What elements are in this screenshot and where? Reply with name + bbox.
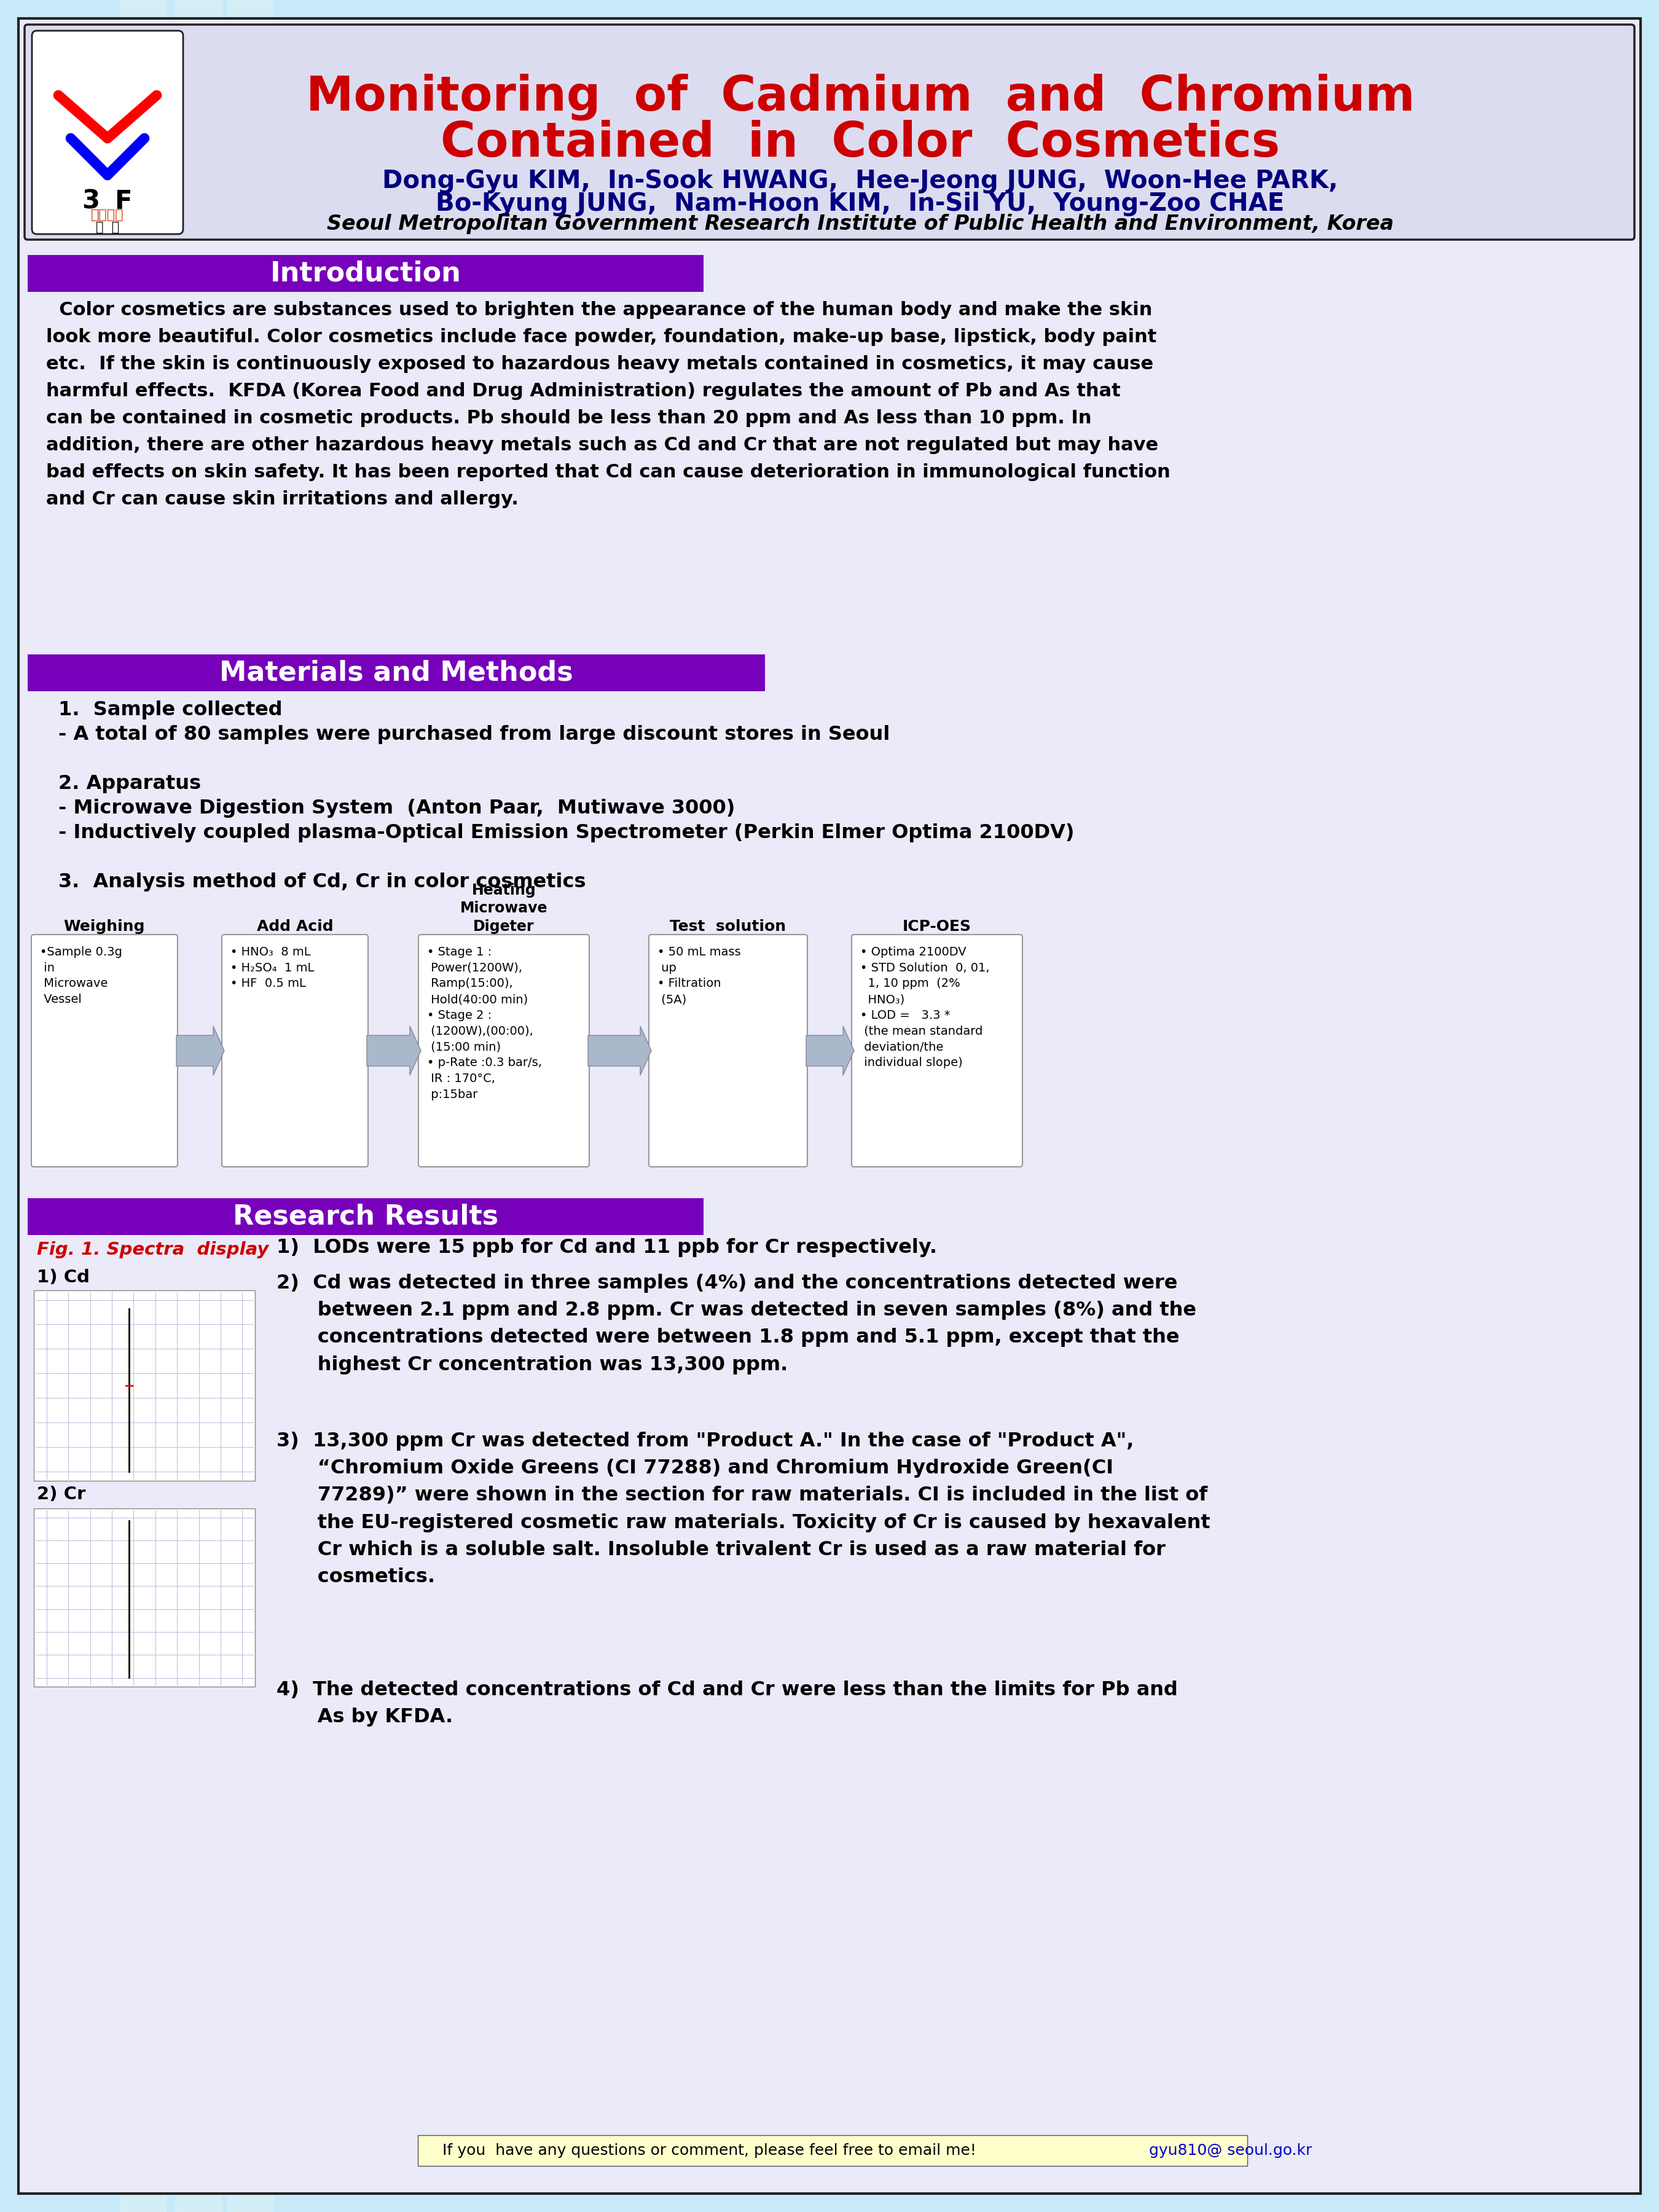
Text: 2) Cr: 2) Cr — [36, 1486, 86, 1502]
FancyBboxPatch shape — [33, 1290, 255, 1480]
Text: •Sample 0.3g
 in
 Microwave
 Vessel: •Sample 0.3g in Microwave Vessel — [40, 947, 123, 1006]
FancyBboxPatch shape — [418, 933, 589, 1168]
Text: 3.  Analysis method of Cd, Cr in color cosmetics: 3. Analysis method of Cd, Cr in color co… — [58, 872, 586, 891]
Bar — [176, 0, 221, 2212]
Text: F: F — [114, 188, 131, 215]
Bar — [119, 0, 166, 2212]
FancyBboxPatch shape — [28, 254, 703, 292]
FancyBboxPatch shape — [418, 2135, 1248, 2166]
Text: 1)  LODs were 15 ppb for Cd and 11 ppb for Cr respectively.: 1) LODs were 15 ppb for Cd and 11 ppb fo… — [277, 1239, 937, 1256]
FancyBboxPatch shape — [32, 31, 182, 234]
Bar — [227, 0, 274, 2212]
Polygon shape — [587, 1026, 652, 1075]
FancyBboxPatch shape — [33, 1509, 255, 1686]
Text: • 50 mL mass
 up
• Filtration
 (5A): • 50 mL mass up • Filtration (5A) — [657, 947, 742, 1006]
Text: 1.  Sample collected: 1. Sample collected — [58, 701, 282, 719]
FancyBboxPatch shape — [25, 24, 1634, 239]
Text: Color cosmetics are substances used to brighten the appearance of the human body: Color cosmetics are substances used to b… — [46, 301, 1170, 509]
Text: Test  solution: Test solution — [670, 920, 786, 933]
Text: Add Acid: Add Acid — [257, 920, 333, 933]
Text: 1) Cd: 1) Cd — [36, 1270, 90, 1285]
Text: Contained  in  Color  Cosmetics: Contained in Color Cosmetics — [441, 119, 1279, 166]
Polygon shape — [367, 1026, 421, 1075]
FancyBboxPatch shape — [222, 933, 368, 1168]
Text: Weighing: Weighing — [63, 920, 146, 933]
Text: If you  have any questions or comment, please feel free to email me!: If you have any questions or comment, pl… — [443, 2143, 985, 2159]
Text: 2)  Cd was detected in three samples (4%) and the concentrations detected were
 : 2) Cd was detected in three samples (4%)… — [277, 1274, 1196, 1374]
Text: Introduction: Introduction — [270, 261, 461, 288]
FancyBboxPatch shape — [649, 933, 808, 1168]
Text: Fig. 1. Spectra  display: Fig. 1. Spectra display — [36, 1241, 269, 1259]
Text: - Microwave Digestion System  (Anton Paar,  Mutiwave 3000): - Microwave Digestion System (Anton Paar… — [58, 799, 735, 818]
Text: 4)  The detected concentrations of Cd and Cr were less than the limits for Pb an: 4) The detected concentrations of Cd and… — [277, 1681, 1178, 1728]
Text: Bo-Kyung JUNG,  Nam-Hoon KIM,  In-Sil YU,  Young-Zoo CHAE: Bo-Kyung JUNG, Nam-Hoon KIM, In-Sil YU, … — [436, 192, 1284, 217]
Text: Research Results: Research Results — [232, 1203, 498, 1230]
FancyBboxPatch shape — [32, 933, 178, 1168]
Text: 2. Apparatus: 2. Apparatus — [58, 774, 201, 794]
FancyBboxPatch shape — [28, 655, 765, 690]
Text: • Optima 2100DV
• STD Solution  0, 01,
  1, 10 ppm  (2%
  HNO₃)
• LOD =   3.3 *
: • Optima 2100DV • STD Solution 0, 01, 1,… — [861, 947, 989, 1068]
Text: - Inductively coupled plasma-Optical Emission Spectrometer (Perkin Elmer Optima : - Inductively coupled plasma-Optical Emi… — [58, 823, 1075, 843]
Polygon shape — [806, 1026, 854, 1075]
Text: 서  울: 서 울 — [96, 221, 119, 234]
Text: • Stage 1 :
 Power(1200W),
 Ramp(15:00),
 Hold(40:00 min)
• Stage 2 :
 (1200W),(: • Stage 1 : Power(1200W), Ramp(15:00), H… — [426, 947, 542, 1099]
FancyBboxPatch shape — [28, 1199, 703, 1234]
Polygon shape — [176, 1026, 224, 1075]
Text: 3)  13,300 ppm Cr was detected from "Product A." In the case of "Product A",
   : 3) 13,300 ppm Cr was detected from "Prod… — [277, 1431, 1209, 1586]
Text: 연지곤지: 연지곤지 — [91, 208, 124, 221]
Text: Heating
Microwave
Digeter: Heating Microwave Digeter — [460, 883, 547, 933]
Text: Dong-Gyu KIM,  In-Sook HWANG,  Hee-Jeong JUNG,  Woon-Hee PARK,: Dong-Gyu KIM, In-Sook HWANG, Hee-Jeong J… — [382, 168, 1339, 195]
Text: Seoul Metropolitan Government Research Institute of Public Health and Environmen: Seoul Metropolitan Government Research I… — [327, 215, 1394, 234]
Text: 3: 3 — [81, 188, 100, 215]
Text: - A total of 80 samples were purchased from large discount stores in Seoul: - A total of 80 samples were purchased f… — [58, 726, 889, 743]
Text: Monitoring  of  Cadmium  and  Chromium: Monitoring of Cadmium and Chromium — [305, 73, 1415, 122]
Text: • HNO₃  8 mL
• H₂SO₄  1 mL
• HF  0.5 mL: • HNO₃ 8 mL • H₂SO₄ 1 mL • HF 0.5 mL — [231, 947, 314, 989]
Text: Materials and Methods: Materials and Methods — [219, 659, 574, 686]
Text: gyu810@ seoul.go.kr: gyu810@ seoul.go.kr — [1150, 2143, 1312, 2159]
Text: ICP-OES: ICP-OES — [902, 920, 972, 933]
FancyBboxPatch shape — [851, 933, 1022, 1168]
FancyBboxPatch shape — [18, 18, 1641, 2194]
